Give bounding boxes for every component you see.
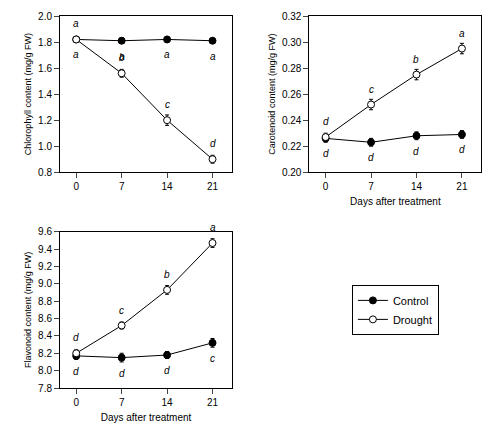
svg-text:d: d (368, 152, 374, 163)
svg-text:c: c (119, 305, 124, 316)
svg-text:d: d (210, 138, 216, 149)
svg-text:7: 7 (119, 397, 125, 408)
svg-text:0.32: 0.32 (282, 11, 302, 22)
svg-text:0.20: 0.20 (282, 167, 302, 178)
svg-text:Carotenoid content (mg/g FW): Carotenoid content (mg/g FW) (267, 34, 277, 155)
svg-text:a: a (210, 222, 216, 233)
svg-text:a: a (119, 51, 125, 62)
svg-text:7: 7 (368, 181, 374, 192)
svg-text:8.6: 8.6 (38, 313, 52, 324)
svg-text:8.0: 8.0 (38, 365, 52, 376)
svg-text:1.6: 1.6 (38, 63, 52, 74)
svg-text:d: d (73, 332, 79, 343)
svg-text:2.0: 2.0 (38, 11, 52, 22)
svg-text:c: c (210, 353, 215, 364)
svg-text:d: d (164, 365, 170, 376)
svg-text:14: 14 (411, 181, 423, 192)
svg-text:1.4: 1.4 (38, 89, 52, 100)
svg-text:1.0: 1.0 (38, 141, 52, 152)
svg-text:0.8: 0.8 (38, 167, 52, 178)
svg-text:9.6: 9.6 (38, 226, 52, 237)
svg-text:b: b (119, 52, 125, 63)
svg-text:21: 21 (456, 181, 468, 192)
svg-text:Chlorophyll content (mg/g FW): Chlorophyll content (mg/g FW) (23, 33, 33, 155)
svg-text:7.8: 7.8 (38, 383, 52, 394)
svg-text:9.0: 9.0 (38, 278, 52, 289)
svg-text:d: d (119, 368, 125, 379)
svg-text:b: b (164, 269, 170, 280)
svg-text:a: a (73, 49, 79, 60)
svg-text:Flavonoid content (mg/g FW): Flavonoid content (mg/g FW) (23, 252, 33, 368)
svg-text:d: d (323, 148, 329, 159)
svg-text:0: 0 (73, 397, 79, 408)
svg-text:b: b (413, 54, 419, 65)
svg-text:8.2: 8.2 (38, 348, 52, 359)
svg-text:0.28: 0.28 (282, 63, 302, 74)
svg-text:14: 14 (162, 397, 174, 408)
svg-text:d: d (413, 146, 419, 157)
svg-text:0.22: 0.22 (282, 141, 302, 152)
svg-text:c: c (369, 84, 374, 95)
svg-text:Control: Control (393, 295, 428, 307)
svg-text:a: a (73, 18, 79, 29)
svg-text:d: d (323, 116, 329, 127)
svg-text:8.4: 8.4 (38, 330, 52, 341)
svg-text:Days after treatment: Days after treatment (350, 196, 441, 207)
svg-text:a: a (459, 28, 465, 39)
svg-text:0: 0 (73, 181, 79, 192)
svg-text:14: 14 (162, 181, 174, 192)
svg-text:8.8: 8.8 (38, 296, 52, 307)
svg-text:0: 0 (323, 181, 329, 192)
svg-text:Drought: Drought (393, 314, 432, 326)
svg-text:a: a (210, 51, 216, 62)
svg-text:0.30: 0.30 (282, 37, 302, 48)
svg-text:1.2: 1.2 (38, 115, 52, 126)
svg-text:Days after treatment: Days after treatment (101, 412, 192, 423)
svg-text:0.24: 0.24 (282, 115, 302, 126)
svg-text:0.26: 0.26 (282, 89, 302, 100)
svg-text:1.8: 1.8 (38, 37, 52, 48)
svg-text:a: a (164, 49, 170, 60)
svg-text:21: 21 (207, 181, 219, 192)
svg-text:7: 7 (119, 181, 125, 192)
svg-text:d: d (459, 144, 465, 155)
svg-text:9.4: 9.4 (38, 244, 52, 255)
svg-text:d: d (73, 366, 79, 377)
svg-text:c: c (165, 99, 170, 110)
svg-text:9.2: 9.2 (38, 261, 52, 272)
svg-text:21: 21 (207, 397, 219, 408)
